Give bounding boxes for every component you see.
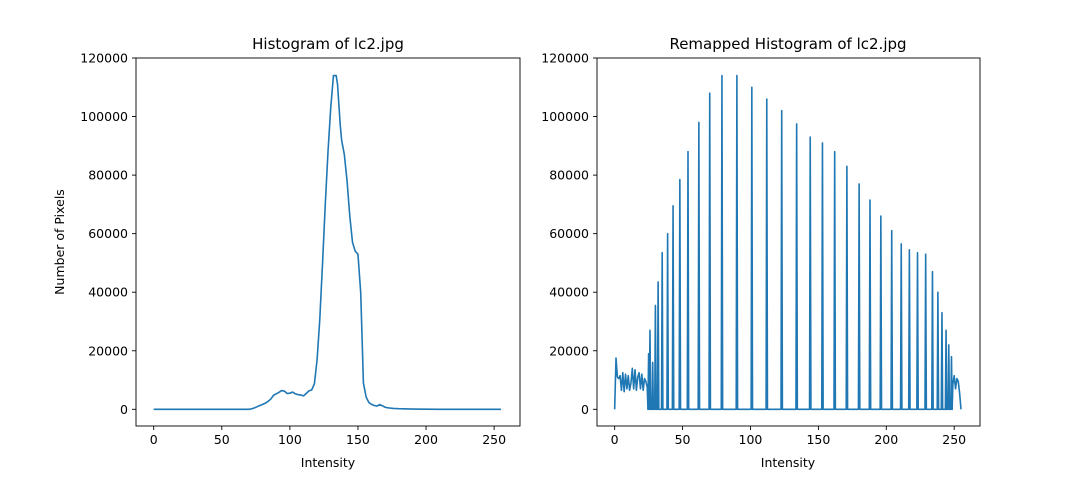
- x-tick-label: 100: [278, 432, 302, 447]
- y-tick-label: 120000: [80, 51, 128, 66]
- x-axis-label: Intensity: [761, 455, 816, 470]
- x-tick-label: 200: [414, 432, 438, 447]
- y-tick-label: 60000: [88, 226, 128, 241]
- x-tick-label: 50: [214, 432, 230, 447]
- axes-frame: [596, 57, 981, 427]
- y-tick-label: 120000: [541, 51, 589, 66]
- y-axis-label: Number of Pixels: [52, 189, 67, 295]
- chart-histogram: Histogram of lc2.jpg 0 50 100 150 200 250 0 200…: [52, 35, 521, 470]
- y-tick-label: 20000: [88, 343, 128, 358]
- x-tick-label: 200: [874, 432, 898, 447]
- x-tick-label: 50: [675, 432, 691, 447]
- x-tick-label: 150: [346, 432, 370, 447]
- y-tick-label: 60000: [549, 226, 589, 241]
- series-line: [153, 74, 501, 411]
- plot-area-histogram: 0 50 100 150 200 250 0 20000 40000 60000 80000 1000…: [80, 51, 521, 447]
- axes-frame: [135, 57, 521, 427]
- chart-title: Histogram of lc2.jpg: [252, 35, 404, 53]
- y-tick-label: 0: [581, 402, 589, 417]
- x-tick-label: 150: [806, 432, 830, 447]
- y-tick-label: 80000: [88, 168, 128, 183]
- x-tick-label: 250: [482, 432, 506, 447]
- chart-title: Remapped Histogram of lc2.jpg: [669, 35, 906, 53]
- x-tick-label: 250: [942, 432, 966, 447]
- y-tick-label: 0: [120, 402, 128, 417]
- y-tick-label: 100000: [80, 109, 128, 124]
- y-tick-label: 20000: [549, 343, 589, 358]
- y-tick-label: 40000: [88, 285, 128, 300]
- chart-remapped-histogram: Remapped Histogram of lc2.jpg 0 50 100 150 2…: [541, 35, 981, 470]
- series-line: [613, 74, 962, 411]
- x-tick-label: 100: [739, 432, 763, 447]
- x-axis-label: Intensity: [301, 455, 356, 470]
- x-tick-label: 0: [150, 432, 158, 447]
- y-tick-label: 80000: [549, 168, 589, 183]
- y-tick-label: 100000: [541, 109, 589, 124]
- plot-area-remapped-histogram: 0 50 100 150 200 250 0 20000 40000 60000 80000 1000…: [541, 51, 981, 447]
- x-tick-label: 0: [611, 432, 619, 447]
- y-tick-label: 40000: [549, 285, 589, 300]
